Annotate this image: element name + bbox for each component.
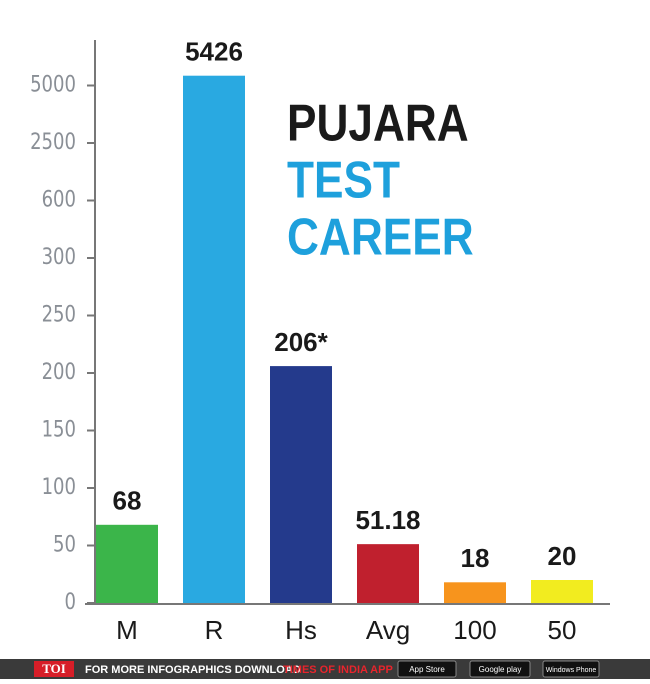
brand-box: [34, 661, 74, 677]
y-tick-label: 50: [53, 531, 76, 557]
badge[interactable]: [397, 660, 457, 678]
bar: [357, 544, 419, 603]
y-tick-label: 5000: [30, 71, 76, 97]
footer-app: TIMES OF INDIA APP: [283, 664, 393, 676]
y-tick-label: 200: [42, 358, 76, 384]
brand: TOI: [42, 661, 66, 676]
x-tick-label: 100: [453, 615, 496, 645]
x-tick-label: Hs: [285, 615, 317, 645]
value-label: 51.18: [355, 505, 420, 535]
chart-title: PUJARA: [287, 94, 469, 152]
chart-title: TEST: [287, 151, 400, 209]
bar: [270, 366, 332, 603]
y-tick-label: 2500: [30, 128, 76, 154]
badge-text: App Store: [409, 665, 445, 674]
value-label: 206*: [274, 327, 328, 357]
y-tick-label: 0: [65, 588, 76, 614]
y-tick-label: 300: [42, 243, 76, 269]
badge-text: Windows Phone: [546, 667, 597, 674]
chart-title: CAREER: [287, 208, 474, 266]
value-label: 68: [113, 486, 142, 516]
y-tick-label: 600: [42, 186, 76, 212]
y-tick-label: 100: [42, 473, 76, 499]
bar: [183, 75, 245, 603]
bar: [444, 582, 506, 603]
value-label: 20: [548, 541, 577, 571]
badge[interactable]: [542, 660, 600, 678]
x-tick-label: R: [205, 615, 224, 645]
y-tick-label: 250: [42, 301, 76, 327]
x-tick-label: M: [116, 615, 138, 645]
footer-text: FOR MORE INFOGRAPHICS DOWNLOAD: [85, 664, 301, 676]
y-tick-label: 150: [42, 416, 76, 442]
bar: [96, 524, 158, 603]
x-tick-label: 50: [548, 615, 577, 645]
badge[interactable]: [469, 660, 531, 678]
value-label: 18: [461, 543, 490, 573]
badge-text: Google play: [479, 665, 522, 674]
bar: [531, 580, 593, 603]
x-tick-label: Avg: [366, 615, 410, 645]
value-label: 5426: [185, 37, 243, 67]
